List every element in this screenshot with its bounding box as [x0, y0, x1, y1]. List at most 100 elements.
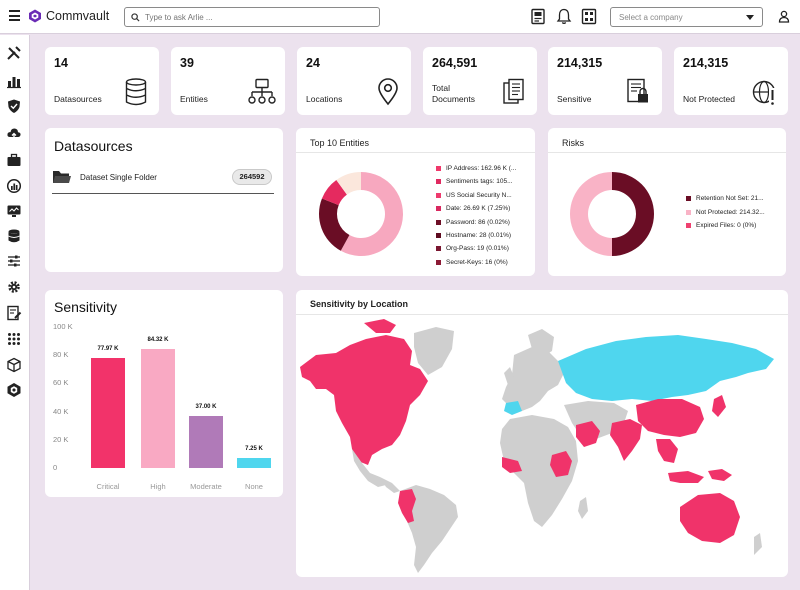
legend-swatch — [436, 219, 441, 225]
legend-item[interactable]: Org-Pass: 19 (0.01%) — [436, 245, 509, 252]
report-icon[interactable] — [530, 8, 546, 25]
legend-label: Retention Not Set: 21... — [696, 195, 764, 202]
sliders-icon[interactable] — [6, 253, 22, 269]
stat-card-not-protected[interactable]: 214,315 Not Protected — [674, 47, 788, 115]
brand-logo[interactable]: Commvault — [28, 9, 109, 23]
donut-slice[interactable] — [319, 198, 350, 251]
brand-name: Commvault — [46, 9, 110, 23]
bar-none[interactable] — [237, 457, 271, 468]
sudan-region — [550, 451, 572, 477]
stat-value: 24 — [306, 56, 320, 70]
legend-swatch — [436, 179, 441, 185]
company-select-placeholder: Select a company — [619, 13, 683, 22]
stat-label: Entities — [180, 94, 208, 104]
legend-item[interactable]: Password: 86 (0.02%) — [436, 219, 510, 226]
new-guinea-region — [708, 469, 732, 481]
commvault-hub-icon[interactable] — [6, 382, 22, 398]
risks-donut-chart[interactable] — [560, 162, 664, 266]
arabia-region — [576, 421, 600, 447]
card-title: Datasources — [54, 138, 133, 154]
stat-label: Locations — [306, 94, 343, 104]
commvault-logo-icon — [29, 9, 41, 23]
shield-icon[interactable] — [6, 98, 22, 114]
stat-card-sensitive[interactable]: 214,315 Sensitive — [548, 47, 662, 115]
donut-slice[interactable] — [336, 172, 361, 195]
legend-item[interactable]: Hostname: 28 (0.01%) — [436, 232, 511, 239]
legend-item[interactable]: Date: 26.69 K (7.25%) — [436, 205, 510, 212]
settings-icon[interactable] — [6, 279, 22, 295]
donut-slice[interactable] — [570, 172, 612, 256]
menu-icon[interactable] — [9, 10, 20, 21]
divider — [296, 314, 788, 315]
briefcase-icon[interactable] — [6, 152, 22, 168]
legend-swatch — [436, 192, 441, 198]
stat-card-locations[interactable]: 24 Locations — [297, 47, 411, 115]
stat-label: Sensitive — [557, 94, 592, 104]
apps-icon[interactable] — [581, 8, 597, 25]
sidebar — [0, 35, 30, 590]
package-icon[interactable] — [6, 357, 22, 373]
donut-slice[interactable] — [340, 172, 403, 256]
documents-icon — [503, 78, 524, 104]
legend-item[interactable]: Secret-Keys: 16 (0%) — [436, 259, 508, 266]
legend-swatch — [436, 259, 441, 265]
cloud-upload-icon[interactable] — [6, 125, 22, 141]
legend-item[interactable]: US Social Security N... — [436, 192, 512, 199]
search-input[interactable] — [145, 12, 365, 22]
legend-label: Expired Files: 0 (0%) — [696, 222, 757, 229]
top-bar: Commvault Select a company — [0, 0, 800, 34]
legend-item[interactable]: IP Address: 162.96 K (... — [436, 165, 516, 172]
central-america-region — [380, 477, 400, 493]
card-title: Top 10 Entities — [310, 138, 370, 148]
monitor-icon[interactable] — [6, 203, 22, 219]
legend-swatch — [686, 209, 691, 215]
legend-swatch — [686, 196, 691, 201]
search-box[interactable] — [124, 7, 380, 27]
y-tick-label: 40 K — [53, 406, 69, 416]
entities-donut-chart[interactable] — [309, 162, 413, 266]
donut-slice[interactable] — [321, 180, 347, 206]
legend-item[interactable]: Sentiments tags: 105... — [436, 178, 512, 185]
bar-chart-icon[interactable] — [6, 73, 22, 89]
globe-warning-icon — [752, 80, 776, 105]
x-category-label: Critical — [96, 482, 120, 491]
divider — [296, 152, 535, 153]
arctic-islands-region — [364, 319, 396, 333]
new-zealand-region — [754, 533, 762, 555]
world-map[interactable] — [296, 315, 788, 577]
bar-moderate[interactable] — [189, 415, 223, 468]
stat-card-entities[interactable]: 39 Entities — [171, 47, 285, 115]
bar-value-label: 37.00 K — [195, 403, 217, 410]
stat-card-datasources[interactable]: 14 Datasources — [45, 47, 159, 115]
chevron-down-icon — [746, 15, 754, 20]
stat-label: Datasources — [54, 94, 102, 104]
company-select[interactable]: Select a company — [610, 7, 763, 27]
tools-icon[interactable] — [6, 45, 22, 61]
map-card: Sensitivity by Location — [296, 290, 788, 577]
legend-item[interactable]: Not Protected: 214.32... — [686, 209, 765, 216]
edit-document-icon[interactable] — [6, 305, 22, 321]
bar-high[interactable] — [141, 349, 175, 468]
x-category-label: Moderate — [190, 482, 222, 491]
legend-swatch — [436, 206, 441, 212]
user-icon[interactable] — [778, 10, 790, 23]
scandinavia-region — [528, 329, 554, 357]
datasource-row[interactable]: Dataset Single Folder 264592 — [52, 166, 274, 194]
legend-swatch — [436, 233, 441, 238]
donut-slice[interactable] — [612, 172, 654, 256]
iberia-region — [504, 401, 522, 415]
legend-swatch — [436, 166, 441, 171]
storage-icon[interactable] — [6, 228, 22, 244]
stat-card-total-documents[interactable]: 264,591 Total Documents — [423, 47, 537, 115]
datasources-card: Datasources Dataset Single Folder 264592 — [45, 128, 283, 272]
stat-label: Total Documents — [432, 83, 475, 104]
grid-icon[interactable] — [6, 331, 22, 347]
russia-region — [558, 335, 774, 401]
bar-critical[interactable] — [91, 358, 125, 468]
analytics-icon[interactable] — [6, 178, 22, 194]
china-region — [636, 399, 704, 437]
legend-item[interactable]: Expired Files: 0 (0%) — [686, 222, 756, 229]
bell-icon[interactable] — [556, 8, 572, 25]
folder-icon — [53, 171, 71, 183]
legend-item[interactable]: Retention Not Set: 21... — [686, 195, 764, 202]
